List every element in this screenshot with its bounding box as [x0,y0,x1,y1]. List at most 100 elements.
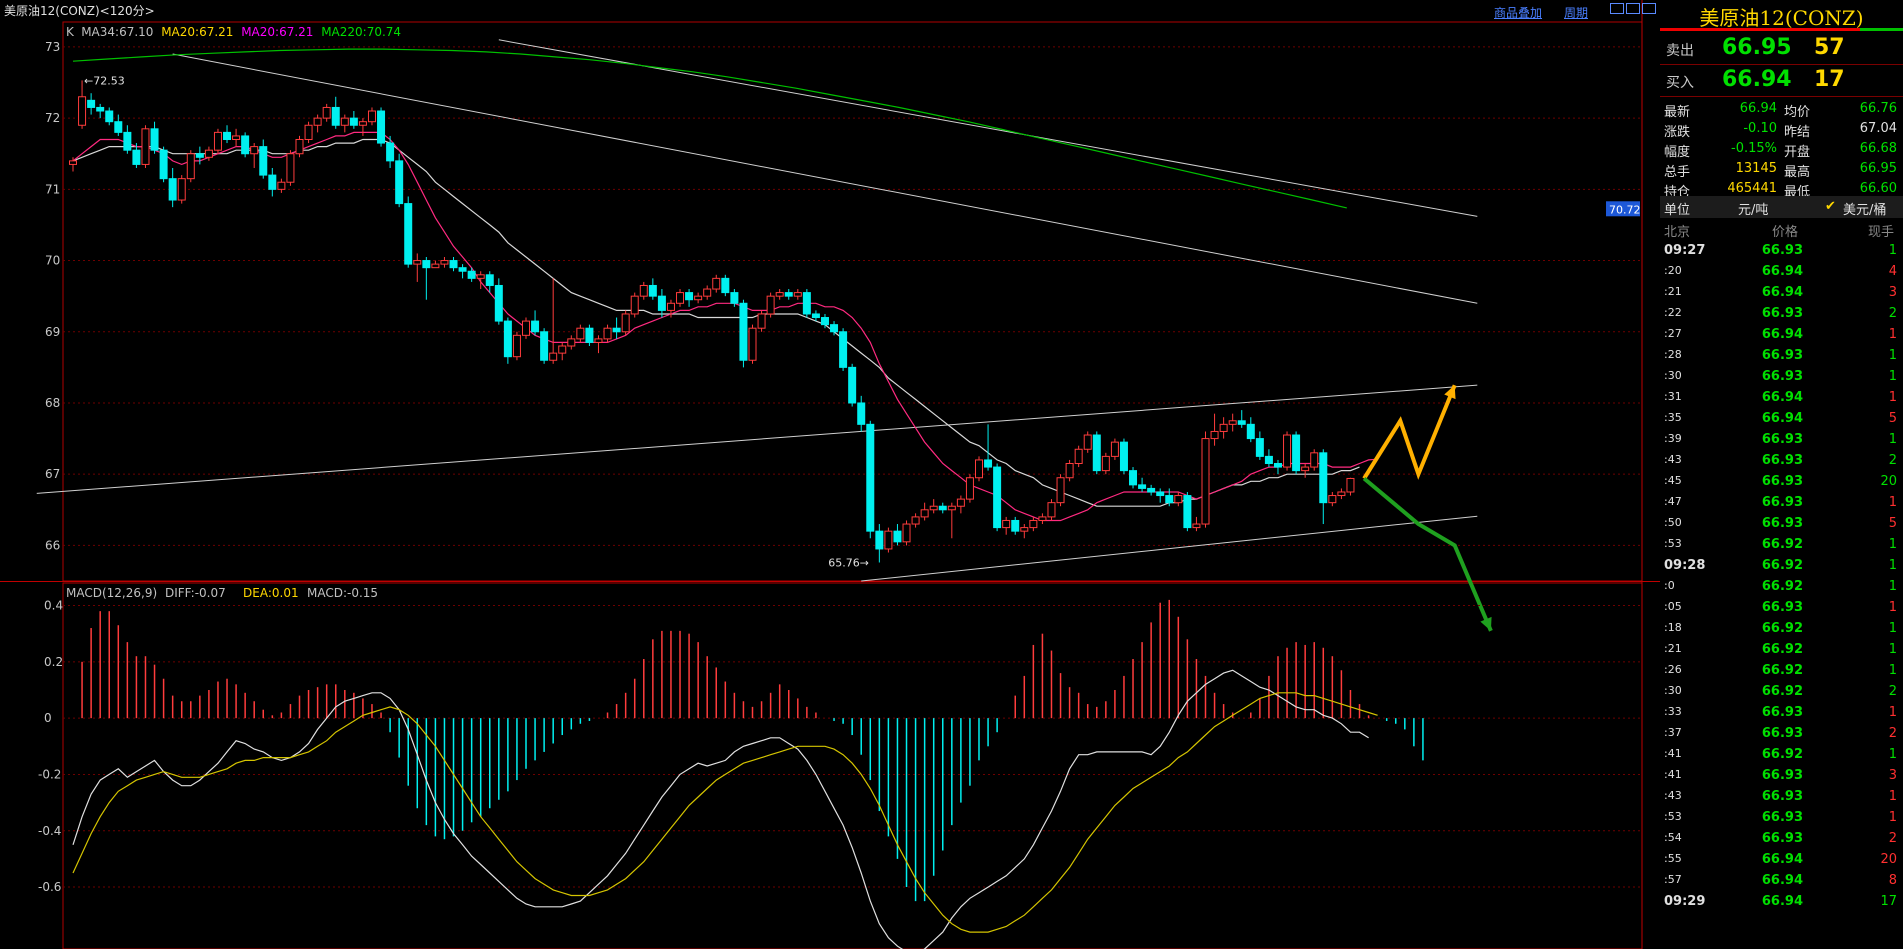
candle-body [1129,470,1138,486]
candle-body [295,138,304,155]
stat-label: 开盘 [1784,145,1811,160]
stat-label: 总手 [1664,165,1691,180]
candle-body [965,477,974,500]
chart-title: 美原油12(CONZ)<120分> [4,4,155,18]
high-label: ←72.53 [84,74,125,87]
tick-volume: 1 [1888,390,1897,405]
candle-body [1346,477,1355,493]
quote-panel: 美原油12(CONZ) 卖出 66.95 57 买入 66.94 17 最新 66… [1660,0,1903,949]
candle-body [1192,523,1201,529]
candle-body [1292,434,1301,472]
tick-price: 66.94 [1761,411,1803,426]
candle-body [848,366,857,404]
candle-body [1328,495,1337,504]
macd-legend-item: MACD(12,26,9) [66,586,157,600]
tick-price: 66.92 [1761,684,1803,699]
chart-area[interactable]: 美原油12(CONZ)<120分> 73 72 71 70 69 68 67 66 K MA34:6… [0,0,1660,949]
candle-body [567,338,576,347]
candle-body [1310,452,1319,468]
candle-body [630,295,639,315]
tick-row: :22 66.93 2 [1660,303,1903,325]
tick-volume: 1 [1888,432,1897,447]
tick-row: :43 66.93 2 [1660,450,1903,472]
sell-row: 卖出 66.95 57 [1664,33,1899,63]
candle-body [531,320,540,333]
candle-body [213,131,222,151]
candle-body [775,292,784,297]
tick-time: :33 [1664,705,1682,718]
tick-volume: 1 [1888,348,1897,363]
candle-body [349,117,358,126]
divider [1660,64,1903,65]
stat-row: 最新 66.94 均价 66.76 [1660,99,1903,120]
tick-time: :21 [1664,285,1682,298]
macd-tick-label: -0.6 [38,880,61,894]
tick-row: :05 66.93 1 [1660,597,1903,619]
tick-time: :21 [1664,642,1682,655]
candle-body [485,274,494,286]
candle-body [1219,423,1228,432]
candle-body [467,270,476,279]
candle-body [1255,438,1264,457]
stat-value: 66.76 [1859,101,1897,116]
tick-volume: 1 [1888,579,1897,594]
trendline [861,515,1478,582]
candle-body [811,313,820,319]
ma20-line [72,131,1378,522]
tick-row: :33 66.93 1 [1660,702,1903,724]
buy-price: 66.94 [1722,67,1792,92]
price-tag: 70.72 [1609,203,1641,216]
window-icon[interactable] [1626,3,1640,14]
tick-time: :18 [1664,621,1682,634]
tick-price: 66.93 [1761,306,1803,321]
tick-row: :20 66.94 4 [1660,261,1903,283]
unit-option-usd[interactable]: 美元/桶 [1843,203,1887,218]
tick-volume: 3 [1888,285,1897,300]
tick-time: :45 [1664,474,1682,487]
candle-body [1074,448,1083,465]
layout-icon[interactable] [1610,3,1624,14]
candle-body [875,530,884,550]
candle-body [512,334,521,358]
tick-time: :43 [1664,453,1682,466]
tick-row: :27 66.94 1 [1660,324,1903,346]
candle-body [358,121,367,126]
overlay-button[interactable]: 商品叠加 [1494,6,1543,20]
stat-row: 幅度 -0.15% 开盘 66.68 [1660,139,1903,160]
tick-price: 66.94 [1761,264,1803,279]
stat-value: 67.04 [1859,121,1897,136]
quote-title-underline [1660,28,1903,31]
tick-volume: 8 [1888,873,1897,888]
candle-body [911,516,920,525]
restore-icon[interactable] [1642,3,1656,14]
tick-row: :54 66.93 2 [1660,828,1903,850]
candle-body [141,128,150,165]
candle-body [1319,452,1328,504]
candle-body [784,292,793,297]
candle-body [386,142,395,162]
col-time: 北京 [1664,225,1691,240]
tick-price: 66.94 [1761,894,1803,909]
tick-price: 66.92 [1761,579,1803,594]
tick-time: :41 [1664,747,1682,760]
candle-body [1156,491,1165,497]
period-button[interactable]: 周期 [1564,6,1589,20]
tick-volume: 4 [1888,264,1897,279]
tick-row: :50 66.93 5 [1660,513,1903,535]
tick-time: :28 [1664,348,1682,361]
candle-body [721,277,730,294]
tick-volume: 1 [1888,369,1897,384]
tick-volume: 1 [1888,243,1897,258]
unit-option-cny[interactable]: 元/吨 [1738,203,1769,218]
candle-body [1165,495,1174,504]
tick-time: :43 [1664,789,1682,802]
macd-tick-label: 0.2 [44,655,63,669]
forecast-down-arrow-head [1480,616,1492,631]
tick-price: 66.93 [1761,369,1803,384]
unit-label: 单位 [1664,203,1691,218]
tick-time: 09:27 [1664,243,1706,258]
stat-value: 66.95 [1859,161,1897,176]
tick-price: 66.94 [1761,852,1803,867]
candle-body [132,149,141,165]
candle-body [585,327,594,343]
